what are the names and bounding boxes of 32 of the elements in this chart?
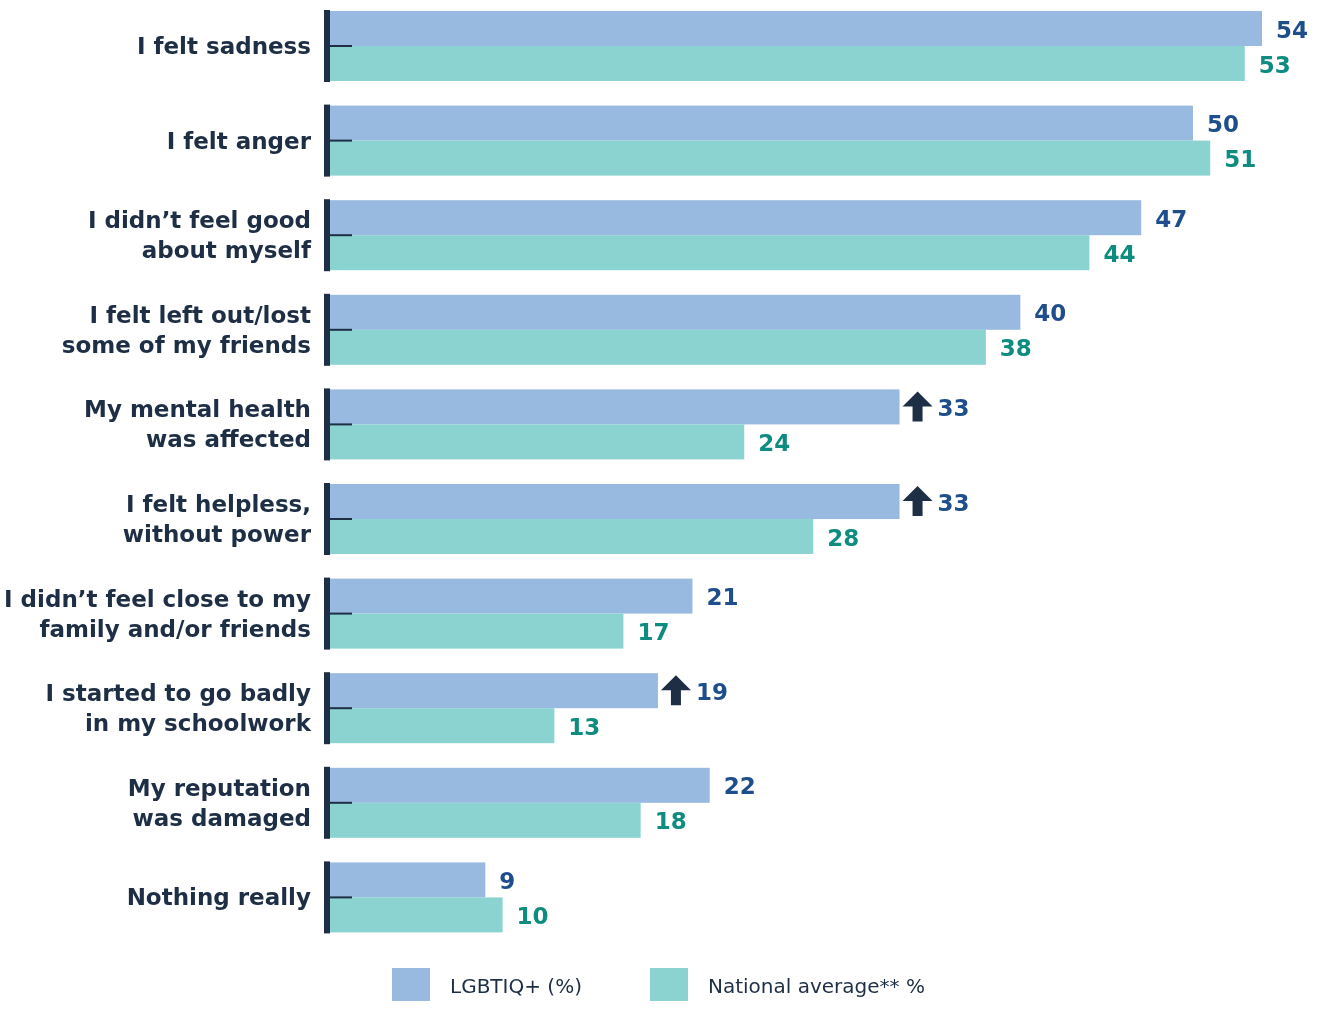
data-label: 13 bbox=[568, 713, 601, 740]
data-label: 24 bbox=[758, 429, 791, 456]
y-tick-label: I felt helpless, without power bbox=[122, 491, 312, 547]
y-tick-label: My reputation was damaged bbox=[127, 774, 311, 831]
data-label: 54 bbox=[1276, 16, 1309, 43]
data-label: 17 bbox=[637, 619, 670, 646]
data-label: 40 bbox=[1034, 300, 1067, 327]
data-label: 10 bbox=[516, 902, 549, 929]
data-label: 33 bbox=[937, 489, 970, 516]
data-label: 47 bbox=[1155, 205, 1188, 232]
data-label: 21 bbox=[706, 584, 739, 611]
data-label: 28 bbox=[827, 524, 860, 551]
y-tick-label: I felt sadness bbox=[136, 33, 311, 59]
y-tick-label: I started to go badly in my schoolwork bbox=[45, 680, 312, 737]
data-label: 53 bbox=[1258, 51, 1291, 78]
data-label: 22 bbox=[723, 773, 756, 800]
data-label: 9 bbox=[499, 867, 516, 894]
data-label: 50 bbox=[1206, 111, 1239, 138]
y-tick-label: My mental health was affected bbox=[84, 396, 311, 453]
data-label: 19 bbox=[695, 678, 728, 705]
y-tick-label: Nothing really bbox=[126, 884, 311, 911]
legend-label: LGBTIQ+ (%) bbox=[450, 974, 582, 998]
data-label: 33 bbox=[937, 394, 970, 421]
legend-label: National average** % bbox=[708, 974, 925, 998]
data-label: 51 bbox=[1224, 146, 1257, 173]
y-tick-label: I didn’t feel good about myself bbox=[87, 207, 312, 264]
y-tick-label: I felt anger bbox=[166, 127, 312, 154]
data-label: 44 bbox=[1103, 240, 1136, 267]
data-label: 38 bbox=[999, 335, 1032, 362]
y-tick-label: I felt left out/lost some of my friends bbox=[61, 301, 311, 358]
y-tick-label: I didn’t feel close to my family and/or friends bbox=[4, 585, 311, 642]
data-label: 18 bbox=[654, 808, 687, 835]
